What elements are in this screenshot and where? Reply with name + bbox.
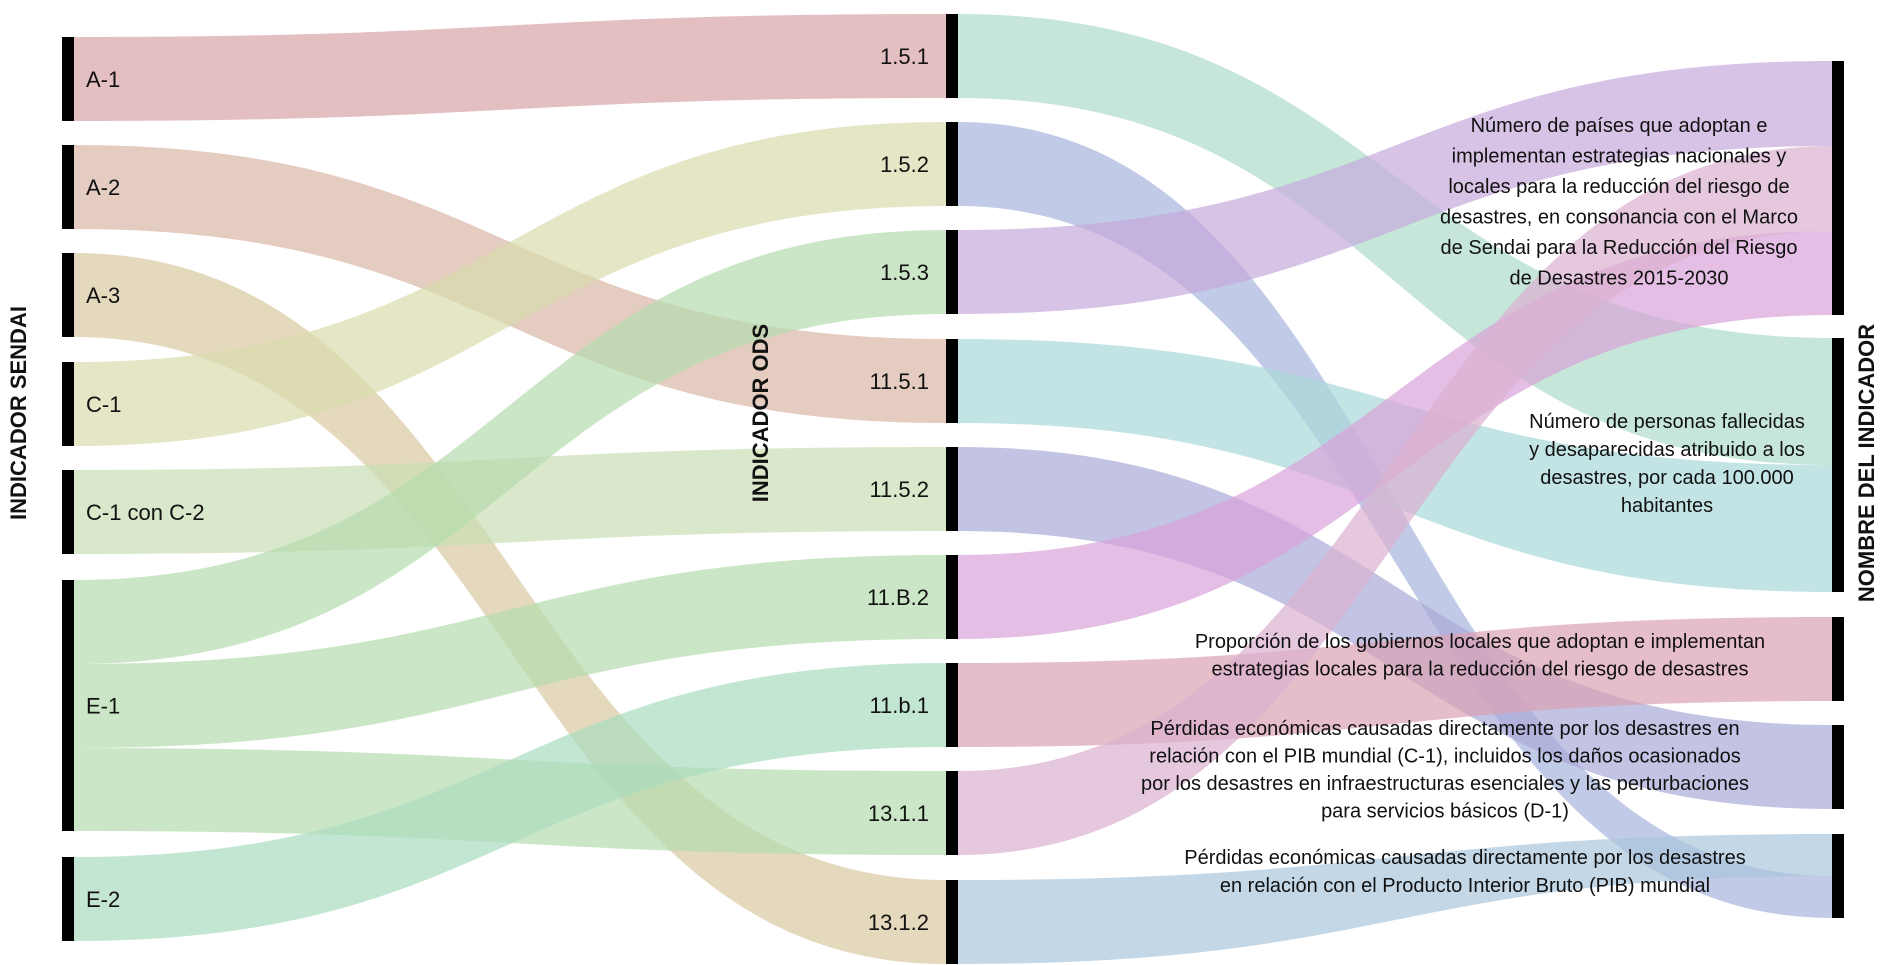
label-nombre-line: desastres, por cada 100.000 (1540, 467, 1794, 489)
label-nombre-line: Pérdidas económicas causadas directament… (1184, 847, 1745, 869)
label-ods-13-1-2: 13.1.2 (868, 910, 929, 935)
label-sendai-c-1: C-1 (86, 392, 121, 417)
node-nombre-n2 (1832, 338, 1844, 592)
node-ods-11-b-1 (946, 663, 958, 747)
label-nombre-line: relación con el PIB mundial (C-1), inclu… (1149, 746, 1740, 768)
label-nombre-line: Pérdidas económicas causadas directament… (1150, 718, 1739, 740)
link-a-3-to-13-1-2 (74, 253, 946, 964)
label-sendai-a-1: A-1 (86, 67, 120, 92)
label-nombre-line: Número de personas fallecidas (1529, 411, 1805, 433)
label-sendai-a-2: A-2 (86, 175, 120, 200)
label-sendai-e-1: E-1 (86, 694, 120, 719)
node-ods-1-5-2 (946, 122, 958, 206)
node-sendai-e-2 (62, 857, 74, 941)
label-ods-11-5-2: 11.5.2 (869, 477, 929, 502)
label-nombre-line: de Desastres 2015-2030 (1509, 268, 1728, 290)
label-sendai-c-1-con-c-2: C-1 con C-2 (86, 500, 205, 525)
label-sendai-e-2: E-2 (86, 887, 120, 912)
label-nombre-line: locales para la reducción del riesgo de (1448, 176, 1789, 198)
sankey-labels: A-1 A-2 A-3 C-1 C-1 con C-2 E-1 E-2 1.5.1 1.5.2 1… (86, 44, 1805, 935)
label-ods-11-b-2: 11.B.2 (867, 585, 929, 610)
sankey-links (74, 14, 1832, 964)
link-13-1-1-to-n1 (958, 146, 1832, 855)
link-e-1-to-11-b-2 (74, 555, 946, 748)
axis-label-ods: INDICADOR ODS (748, 324, 773, 502)
label-nombre-n3: Proporción de los gobiernos locales que … (1195, 631, 1765, 681)
link-11-b-2-to-n1 (958, 231, 1832, 639)
node-ods-13-1-1 (946, 771, 958, 855)
label-ods-1-5-3: 1.5.3 (880, 260, 929, 285)
label-ods-13-1-1: 13.1.1 (868, 801, 929, 826)
node-sendai-a-3 (62, 253, 74, 337)
node-ods-11-5-2 (946, 447, 958, 531)
node-sendai-a-2 (62, 145, 74, 229)
link-c-1-to-1-5-2 (74, 122, 946, 446)
sankey-nodes (62, 14, 1844, 964)
node-sendai-c-1-con-c-2 (62, 470, 74, 554)
link-1-5-3-to-n1 (958, 61, 1832, 314)
label-nombre-n4: Pérdidas económicas causadas directament… (1141, 718, 1749, 823)
label-ods-11-5-1: 11.5.1 (869, 369, 929, 394)
node-sendai-e-1 (62, 580, 74, 831)
axis-label-nombre: NOMBRE DEL INDICADOR (1854, 324, 1879, 602)
node-sendai-c-1 (62, 362, 74, 446)
node-ods-1-5-3 (946, 230, 958, 314)
label-nombre-line: estrategias locales para la reducción de… (1212, 659, 1749, 681)
axis-label-sendai: INDICADOR SENDAI (6, 306, 31, 520)
node-ods-13-1-2 (946, 880, 958, 964)
label-ods-1-5-1: 1.5.1 (880, 44, 929, 69)
label-ods-11-b-1: 11.b.1 (869, 693, 929, 718)
link-e-1-to-1-5-3 (74, 230, 946, 664)
node-ods-11-5-1 (946, 339, 958, 423)
label-nombre-n1: Número de países que adoptan e implementa… (1440, 115, 1798, 290)
label-nombre-n5: Pérdidas económicas causadas directament… (1184, 847, 1745, 897)
label-nombre-line: de Sendai para la Reducción del Riesgo (1441, 237, 1798, 259)
label-nombre-line: desastres, en consonancia con el Marco (1440, 207, 1798, 229)
link-a-1-to-1-5-1 (74, 14, 946, 121)
node-nombre-n1 (1832, 61, 1844, 315)
link-1-5-1-to-n2 (958, 14, 1832, 465)
label-nombre-line: Número de países que adoptan e (1471, 115, 1768, 137)
link-13-1-2-to-n5 (958, 834, 1832, 964)
node-nombre-n4 (1832, 725, 1844, 809)
link-e-2-to-11-b-1 (74, 663, 946, 941)
label-nombre-line: y desaparecidas atribuido a los (1529, 439, 1805, 461)
node-nombre-n3 (1832, 617, 1844, 701)
label-nombre-line: para servicios básicos (D-1) (1321, 801, 1569, 823)
label-sendai-a-3: A-3 (86, 283, 120, 308)
node-sendai-a-1 (62, 37, 74, 121)
label-nombre-line: habitantes (1621, 495, 1713, 517)
link-c-1-con-c-2-to-11-5-2 (74, 447, 946, 554)
node-ods-11-b-2 (946, 555, 958, 639)
node-nombre-n5 (1832, 834, 1844, 918)
label-nombre-n2: Número de personas fallecidas y desaparec… (1529, 411, 1805, 517)
label-nombre-line: implementan estrategias nacionales y (1452, 146, 1787, 168)
label-nombre-line: Proporción de los gobiernos locales que … (1195, 631, 1765, 653)
label-nombre-line: por los desastres en infraestructuras es… (1141, 773, 1749, 795)
node-ods-1-5-1 (946, 14, 958, 98)
label-ods-1-5-2: 1.5.2 (880, 152, 929, 177)
label-nombre-line: en relación con el Producto Interior Bru… (1220, 875, 1710, 897)
